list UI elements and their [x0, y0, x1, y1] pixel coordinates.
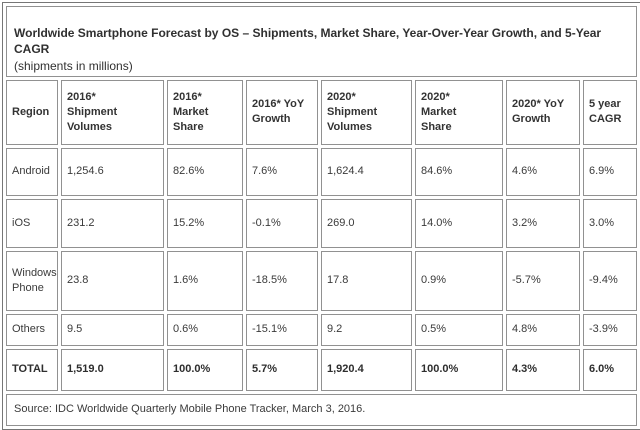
header-5-year-cagr: 5 year CAGR	[583, 79, 637, 145]
table-cell: 1.6%	[167, 250, 243, 311]
row-label-total: TOTAL	[6, 348, 58, 391]
header-2016-yoy-growth: 2016* YoY Growth	[246, 79, 318, 145]
header-2016-shipment-volumes: 2016* Shipment Volumes	[61, 79, 164, 145]
header-2020-shipment-volumes: 2020* Shipment Volumes	[321, 79, 412, 145]
row-label-android: Android	[6, 147, 58, 196]
table-cell: 6.0%	[583, 348, 637, 391]
table-cell: 6.9%	[583, 147, 637, 196]
table-cell: -3.9%	[583, 313, 637, 346]
row-android: Android 1,254.6 82.6% 7.6% 1,624.4 84.6%…	[6, 147, 637, 196]
table-cell: 4.3%	[506, 348, 580, 391]
table-cell: 1,624.4	[321, 147, 412, 196]
table-cell: -15.1%	[246, 313, 318, 346]
header-region: Region	[6, 79, 58, 145]
table-cell: 0.9%	[415, 250, 503, 311]
table-cell: 14.0%	[415, 198, 503, 248]
row-label-ios: iOS	[6, 198, 58, 248]
table-cell: -9.4%	[583, 250, 637, 311]
source-note: Source: IDC Worldwide Quarterly Mobile P…	[6, 393, 637, 426]
header-2020-market-share: 2020* Market Share	[415, 79, 503, 145]
table-cell: 84.6%	[415, 147, 503, 196]
header-2020-yoy-growth: 2020* YoY Growth	[506, 79, 580, 145]
table-cell: 82.6%	[167, 147, 243, 196]
row-others: Others 9.5 0.6% -15.1% 9.2 0.5% 4.8% -3.…	[6, 313, 637, 346]
table-cell: 7.6%	[246, 147, 318, 196]
table-cell: -5.7%	[506, 250, 580, 311]
table-cell: 5.7%	[246, 348, 318, 391]
table-cell: 15.2%	[167, 198, 243, 248]
table-cell: -0.1%	[246, 198, 318, 248]
table-cell: 9.2	[321, 313, 412, 346]
row-label-others: Others	[6, 313, 58, 346]
table-cell: 17.8	[321, 250, 412, 311]
table-cell: 0.5%	[415, 313, 503, 346]
table-cell: 1,254.6	[61, 147, 164, 196]
table-cell: -18.5%	[246, 250, 318, 311]
table-cell: 100.0%	[167, 348, 243, 391]
table-title: Worldwide Smartphone Forecast by OS – Sh…	[6, 6, 637, 77]
header-2016-market-share: 2016* Market Share	[167, 79, 243, 145]
table-cell: 4.6%	[506, 147, 580, 196]
table-cell: 3.2%	[506, 198, 580, 248]
header-row: Region 2016* Shipment Volumes 2016* Mark…	[6, 79, 637, 145]
title-row: Worldwide Smartphone Forecast by OS – Sh…	[6, 6, 637, 77]
table-cell: 3.0%	[583, 198, 637, 248]
row-label-windows-phone: Windows Phone	[6, 250, 58, 311]
source-row: Source: IDC Worldwide Quarterly Mobile P…	[6, 393, 637, 426]
table-title-note: (shipments in millions)	[14, 58, 133, 73]
table-cell: 0.6%	[167, 313, 243, 346]
table-cell: 23.8	[61, 250, 164, 311]
table-cell: 100.0%	[415, 348, 503, 391]
table-title-main: Worldwide Smartphone Forecast by OS – Sh…	[14, 26, 602, 57]
table-cell: 269.0	[321, 198, 412, 248]
table-cell: 1,519.0	[61, 348, 164, 391]
table-cell: 9.5	[61, 313, 164, 346]
row-ios: iOS 231.2 15.2% -0.1% 269.0 14.0% 3.2% 3…	[6, 198, 637, 248]
row-total: TOTAL 1,519.0 100.0% 5.7% 1,920.4 100.0%…	[6, 348, 637, 391]
table-cell: 231.2	[61, 198, 164, 248]
table-cell: 1,920.4	[321, 348, 412, 391]
table-cell: 4.8%	[506, 313, 580, 346]
row-windows-phone: Windows Phone 23.8 1.6% -18.5% 17.8 0.9%…	[6, 250, 637, 311]
